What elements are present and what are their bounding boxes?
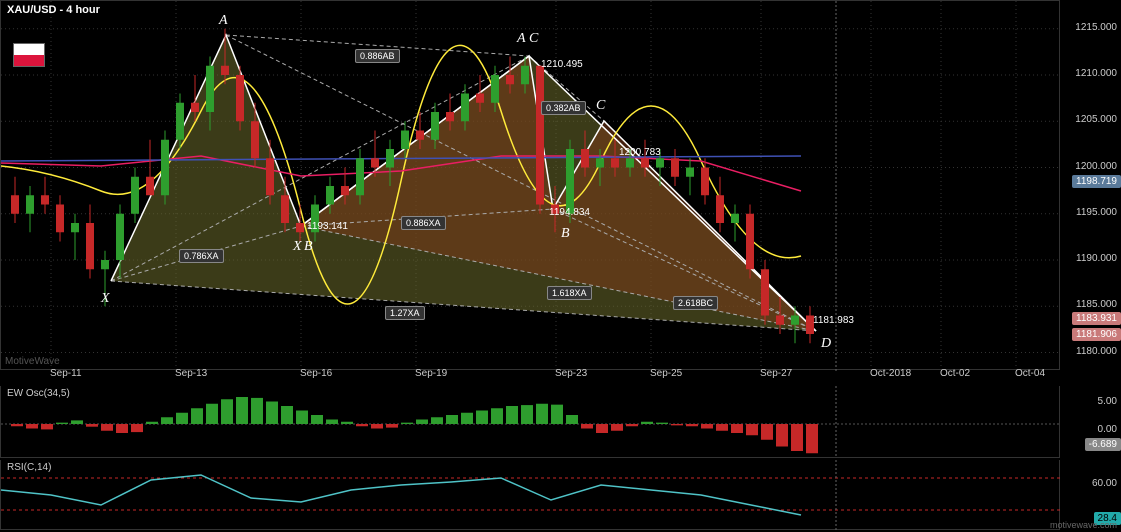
fib-ratio-label: 0.786XA [179,249,224,263]
site-watermark: motivewave.com [1050,520,1117,530]
harmonic-point-label: X [101,291,110,307]
time-tick: Sep-11 [50,368,82,379]
time-tick: Sep-25 [650,368,682,379]
harmonic-point-label: A [219,13,228,29]
flag-icon [13,43,45,67]
rsi-panel[interactable]: RSI(C,14) [0,460,1060,530]
fib-ratio-label: 1.27XA [385,306,425,320]
harmonic-point-label: X [293,239,302,255]
indicator-value: -6.689 [1085,438,1121,451]
price-tick: 1210.000 [1075,68,1117,79]
price-annotation: 1210.495 [541,59,583,70]
fib-ratio-label: 0.886AB [355,49,400,63]
harmonic-point-label: A [517,31,526,47]
harmonic-point-label: B [561,226,570,242]
price-tick: 1195.000 [1076,207,1117,218]
ew-osc-label: EW Osc(34,5) [7,388,70,399]
indicator-tick: 60.00 [1092,478,1117,489]
harmonic-point-label: B [304,239,313,255]
time-tick: Oct-02 [940,368,970,379]
time-axis: Sep-11 Sep-13 Sep-16 Sep-19 Sep-23 Sep-25 Sep-… [0,368,1060,384]
price-tick: 1180.000 [1076,346,1117,357]
harmonic-point-label: C [596,98,605,114]
price-annotation: 1193.141 [307,221,348,232]
time-tick: Oct-04 [1015,368,1045,379]
fib-ratio-label: 0.886XA [401,216,446,230]
price-tick: 1190.000 [1076,253,1117,264]
price-marker: 1181.906 [1072,328,1121,341]
fib-ratio-label: 1.618XA [547,286,592,300]
price-tick: 1205.000 [1075,114,1117,125]
time-tick: Sep-13 [175,368,207,379]
fib-ratio-label: 0.382AB [541,101,586,115]
time-tick: Sep-16 [300,368,332,379]
chart-title: XAU/USD - 4 hour [7,4,100,16]
harmonic-point-label: C [529,31,538,47]
time-tick: Sep-27 [760,368,792,379]
price-tick: 1215.000 [1075,22,1117,33]
indicator-tick: 5.00 [1098,396,1117,407]
rsi-label: RSI(C,14) [7,462,51,473]
price-annotation: 1181.983 [813,315,854,326]
chart-container: XAU/USD - 4 hour XAXBACBCD 0.786XA0.886A… [0,0,1121,532]
ew-osc-panel[interactable]: EW Osc(34,5) [0,386,1060,458]
fib-ratio-label: 2.618BC [673,296,718,310]
watermark: MotiveWave [5,356,60,367]
price-marker: 1198.719 [1072,175,1121,188]
price-annotation: 1200.783 [619,147,661,158]
price-tick: 1200.000 [1075,161,1117,172]
price-annotation: 1194.834 [549,207,590,218]
price-marker: 1183.931 [1072,312,1121,325]
indicator-tick: 0.00 [1098,424,1117,435]
time-tick: Oct-2018 [870,368,911,379]
time-tick: Sep-19 [415,368,447,379]
price-tick: 1185.000 [1076,299,1117,310]
main-chart[interactable]: XAU/USD - 4 hour XAXBACBCD 0.786XA0.886A… [0,0,1060,370]
time-tick: Sep-23 [555,368,587,379]
harmonic-point-label: D [821,336,831,352]
price-axis: 1180.000 1185.000 1190.000 1195.000 1200.000… [1061,0,1121,370]
